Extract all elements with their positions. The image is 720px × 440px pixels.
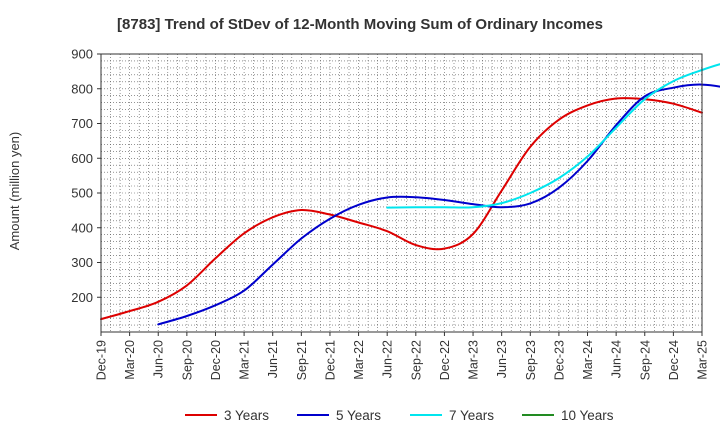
legend-label: 7 Years (449, 408, 494, 423)
x-tick-label: Mar-20 (123, 340, 137, 380)
y-tick-label: 700 (71, 116, 93, 131)
x-tick-label: Jun-22 (381, 340, 395, 378)
x-tick-label: Sep-20 (180, 340, 194, 380)
x-tick-label: Jun-23 (495, 340, 509, 378)
y-tick-label: 300 (71, 255, 93, 270)
y-axis: 200 300 400 500 600 700 800 900 (71, 47, 101, 305)
y-axis-title: Amount (million yen) (7, 132, 22, 251)
x-tick-label: Sep-21 (295, 340, 309, 380)
y-tick-label: 900 (71, 47, 93, 62)
x-tick-label: Dec-21 (323, 340, 337, 380)
legend-label: 3 Years (224, 408, 269, 423)
x-tick-label: Dec-24 (667, 340, 681, 380)
y-tick-label: 800 (71, 81, 93, 96)
x-tick-label: Mar-22 (352, 340, 366, 380)
chart-title: [8783] Trend of StDev of 12-Month Moving… (117, 16, 603, 33)
y-tick-label: 400 (71, 220, 93, 235)
x-tick-label: Sep-24 (638, 340, 652, 380)
grid (101, 54, 702, 332)
x-tick-label: Sep-22 (409, 340, 423, 380)
x-tick-label: Mar-24 (581, 340, 595, 380)
legend: 3 Years 5 Years 7 Years 10 Years (185, 408, 614, 423)
x-tick-label: Dec-19 (95, 340, 109, 380)
x-tick-label: Mar-21 (238, 340, 252, 380)
series-line-7-years (386, 63, 720, 209)
series-line-5-years (157, 83, 720, 326)
x-axis: Dec-19 Mar-20 Jun-20 Sep-20 Dec-20 Mar-21 Jun-… (95, 332, 710, 380)
y-tick-label: 200 (71, 290, 93, 305)
series-lines (100, 63, 720, 326)
y-tick-label: 600 (71, 151, 93, 166)
series-line-3-years (100, 97, 703, 321)
x-tick-label: Sep-23 (524, 340, 538, 380)
x-tick-label: Dec-23 (552, 340, 566, 380)
x-tick-label: Jun-20 (152, 340, 166, 378)
x-tick-label: Jun-24 (610, 340, 624, 378)
legend-label: 5 Years (336, 408, 381, 423)
x-tick-label: Mar-25 (696, 340, 710, 380)
x-tick-label: Dec-20 (209, 340, 223, 380)
x-tick-label: Mar-23 (467, 340, 481, 380)
x-tick-label: Jun-21 (266, 340, 280, 378)
x-tick-label: Dec-22 (438, 340, 452, 380)
y-tick-label: 500 (71, 186, 93, 201)
legend-label: 10 Years (561, 408, 614, 423)
